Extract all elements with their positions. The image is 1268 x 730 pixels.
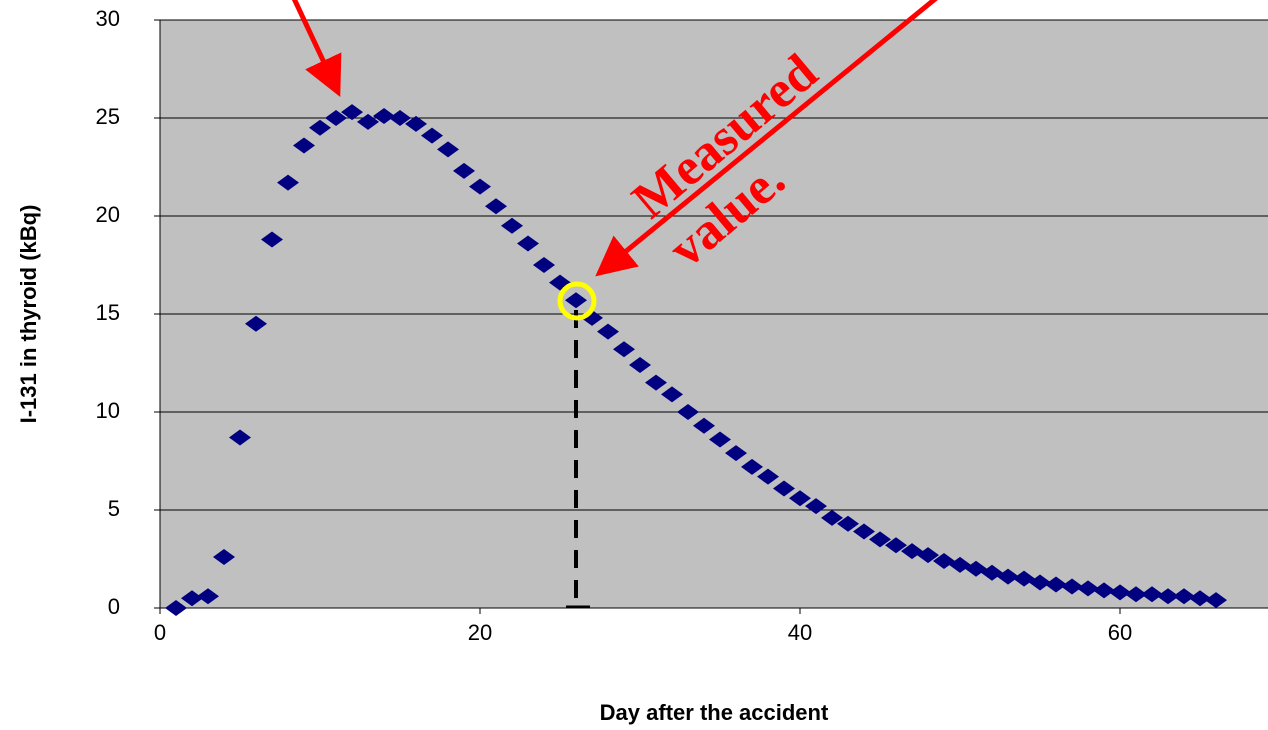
data-point xyxy=(501,217,523,234)
data-point xyxy=(213,549,235,566)
data-point xyxy=(757,468,779,485)
data-point xyxy=(1173,588,1195,605)
data-point xyxy=(869,531,891,548)
data-point xyxy=(309,119,331,136)
data-point xyxy=(197,588,219,605)
data-point xyxy=(725,445,747,462)
data-point xyxy=(613,341,635,358)
data-point xyxy=(485,198,507,215)
data-point xyxy=(245,315,267,332)
data-point xyxy=(389,110,411,126)
data-point xyxy=(709,431,731,448)
y-tick-label: 25 xyxy=(96,104,120,129)
data-point xyxy=(645,374,667,391)
data-point xyxy=(517,235,539,252)
data-point xyxy=(437,141,459,158)
data-point xyxy=(1205,592,1227,609)
data-point xyxy=(661,386,683,403)
x-tick-label: 20 xyxy=(468,620,492,645)
data-point xyxy=(1109,584,1131,601)
data-point xyxy=(533,257,555,273)
data-point xyxy=(997,568,1019,585)
data-point xyxy=(261,231,283,248)
y-axis-title: I-131 in thyroid (kBq) xyxy=(16,205,41,424)
data-point xyxy=(1077,580,1099,597)
data-point xyxy=(565,292,587,309)
x-axis-title: Day after the accident xyxy=(600,700,829,725)
data-point xyxy=(1157,588,1179,605)
x-tick-label: 60 xyxy=(1108,620,1132,645)
data-point xyxy=(597,323,619,340)
data-point xyxy=(1189,590,1211,607)
data-point xyxy=(405,115,427,132)
data-points xyxy=(165,104,1227,616)
x-tick-label: 40 xyxy=(788,620,812,645)
data-point xyxy=(1029,574,1051,591)
data-point xyxy=(325,110,347,126)
data-point xyxy=(885,537,907,554)
data-point xyxy=(1045,576,1067,593)
data-point xyxy=(421,127,443,144)
arrow xyxy=(291,0,342,98)
data-point xyxy=(821,509,843,526)
y-tick-label: 0 xyxy=(108,594,120,619)
data-point xyxy=(373,108,395,125)
data-point xyxy=(1141,586,1163,603)
grid xyxy=(154,19,1268,614)
data-point xyxy=(677,404,699,420)
data-point xyxy=(293,137,315,154)
data-point xyxy=(1093,582,1115,599)
data-point xyxy=(469,178,491,195)
data-point xyxy=(165,600,187,616)
y-tick-label: 20 xyxy=(96,202,120,227)
data-point xyxy=(917,547,939,564)
data-point xyxy=(357,113,379,130)
y-tick-label: 15 xyxy=(96,300,120,325)
data-point xyxy=(629,356,651,373)
data-point xyxy=(1125,586,1147,603)
data-point xyxy=(773,480,795,497)
data-point xyxy=(181,590,203,607)
data-point xyxy=(693,417,715,434)
x-tick-label: 0 xyxy=(154,620,166,645)
data-point xyxy=(277,174,299,191)
data-point xyxy=(805,498,827,515)
arrow xyxy=(595,0,938,277)
data-point xyxy=(341,104,363,121)
data-point xyxy=(853,523,875,540)
data-point xyxy=(1061,578,1083,595)
y-tick-label: 30 xyxy=(96,6,120,31)
data-point xyxy=(837,515,859,532)
data-point xyxy=(789,490,811,507)
y-tick-label: 5 xyxy=(108,496,120,521)
data-point xyxy=(453,162,475,179)
data-point xyxy=(741,458,763,475)
data-point xyxy=(229,429,251,446)
y-tick-label: 10 xyxy=(96,398,120,423)
highlight-circle xyxy=(557,281,597,321)
